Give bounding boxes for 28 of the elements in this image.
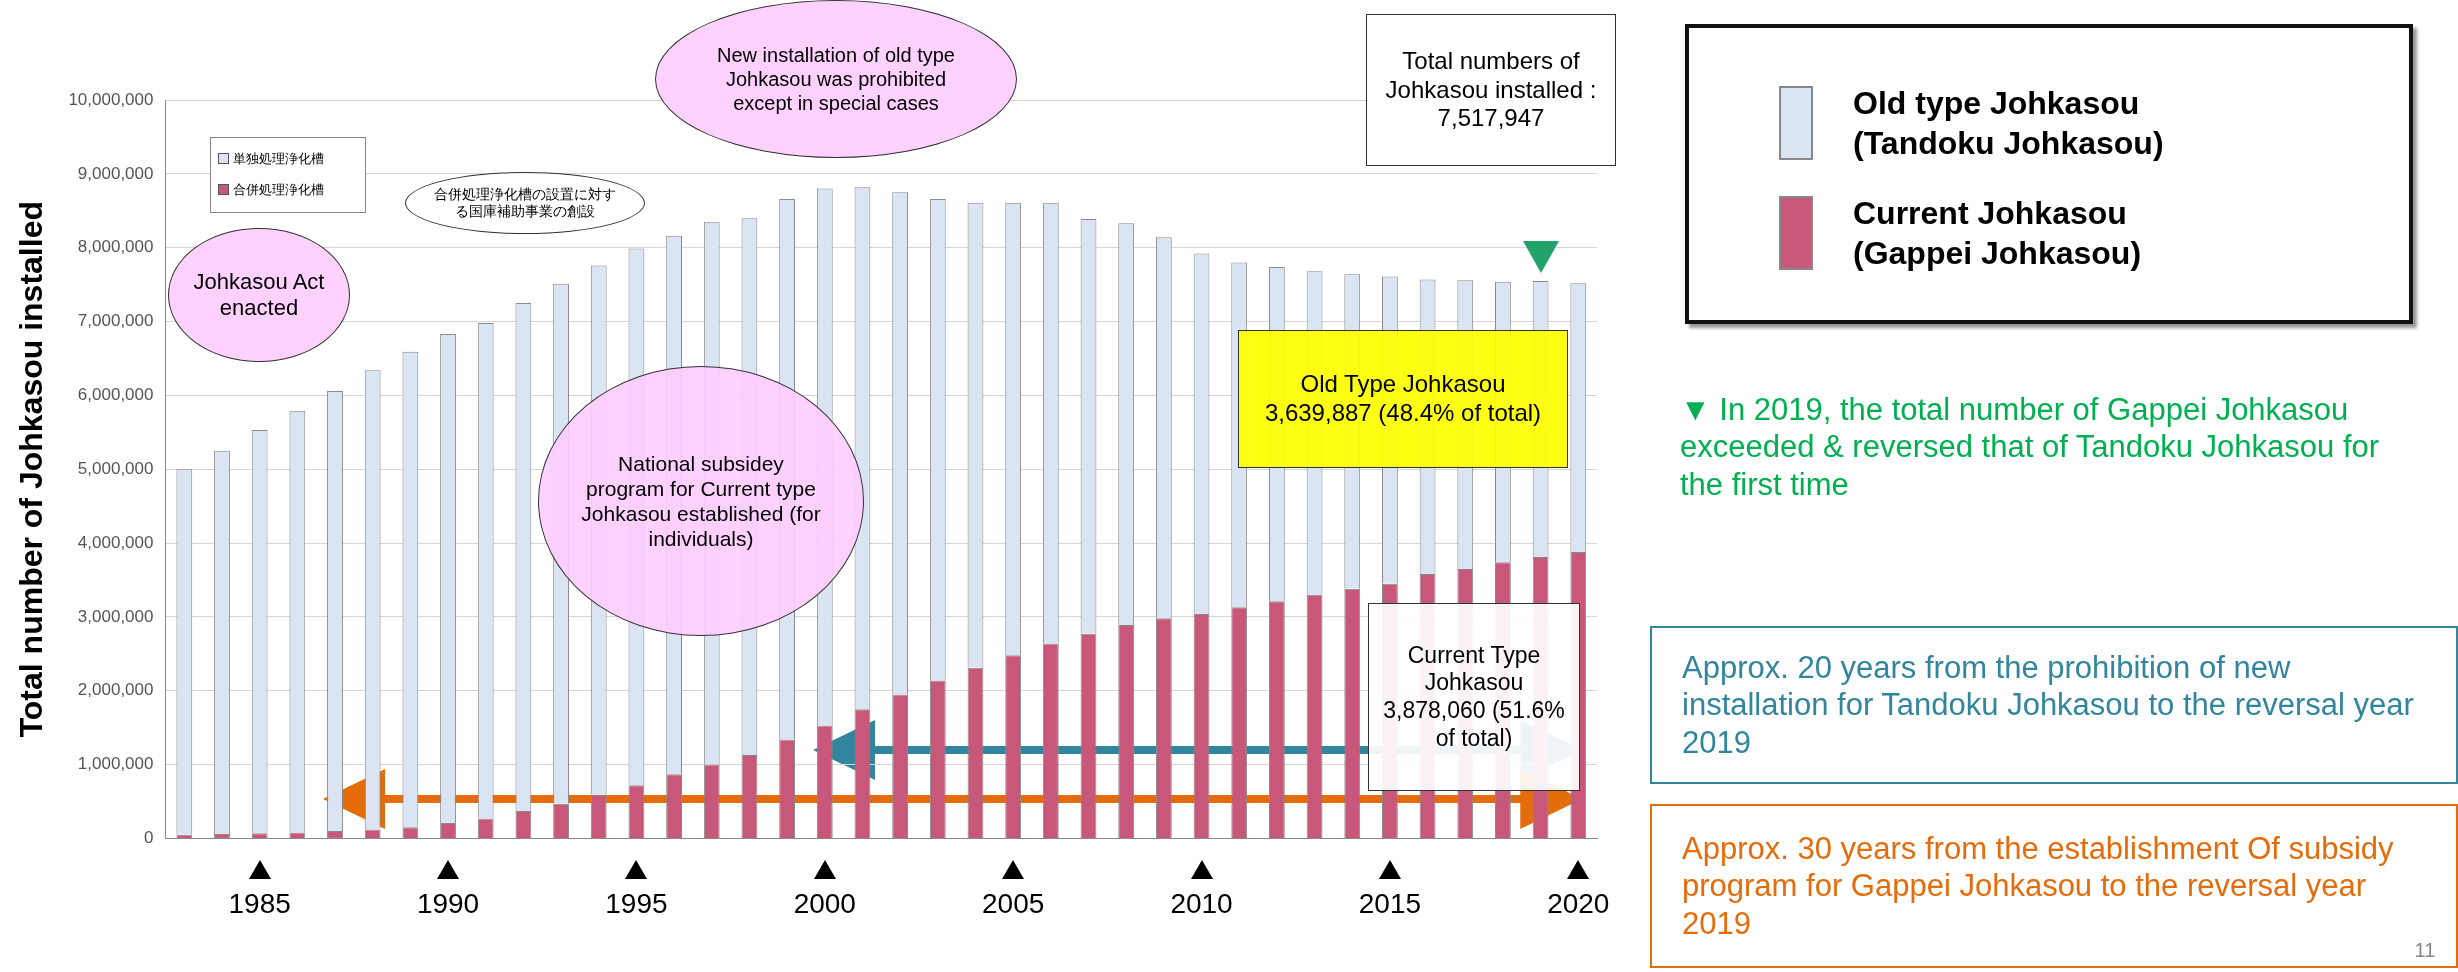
x-tick-label: 2020 [1547, 887, 1610, 919]
annotation: 単独処理浄化槽 [233, 149, 324, 168]
y-tick-label: 8,000,000 [77, 237, 154, 257]
x-tick-label: 1990 [416, 887, 480, 919]
x-tick-label: 1995 [605, 887, 668, 919]
x-tick-label: 2005 [982, 887, 1045, 919]
y-tick-label: 0 [144, 828, 154, 848]
y-tick-label: 3,000,000 [77, 606, 154, 626]
text: ▼ In 2019, the total number of Gappei Johkasou exceeded & reversed that of Tandoku Johkasou for the first time [1650, 372, 2440, 522]
legend-label: Old type Johkasou (Tandoku Johkasou) [1853, 84, 2164, 163]
y-tick-label: 10,000,000 [68, 89, 154, 109]
y-tick-label: 5,000,000 [77, 458, 154, 478]
x-tick-label: 1985 [228, 887, 291, 919]
y-tick-label: 6,000,000 [77, 385, 154, 405]
y-axis-title: Total number of Johkasou installed [13, 201, 50, 738]
text: Approx. 20 years from the prohibition of new installation for Tandoku Johkasou to the reversal year 2019 [1650, 626, 2458, 784]
text: Approx. 30 years from the establishment Of subsidy program for Gappei Johkasou to the reversal year 2019 [1682, 831, 2394, 941]
legend-label: Current Johkasou (Gappei Johkasou) [1853, 194, 2142, 273]
x-tick-label: 2010 [1170, 887, 1233, 919]
y-tick-label: 4,000,000 [77, 532, 154, 552]
y-tick-label: 9,000,000 [77, 163, 154, 183]
x-tick-label: 2015 [1358, 887, 1422, 919]
annotation: 合併処理浄化槽 [233, 180, 324, 199]
y-tick-label: 1,000,000 [77, 754, 154, 774]
y-tick-label: 7,000,000 [77, 311, 154, 331]
text: 11 [2413, 938, 2437, 963]
y-tick-label: 2,000,000 [77, 680, 154, 700]
x-tick-label: 2000 [793, 887, 856, 919]
